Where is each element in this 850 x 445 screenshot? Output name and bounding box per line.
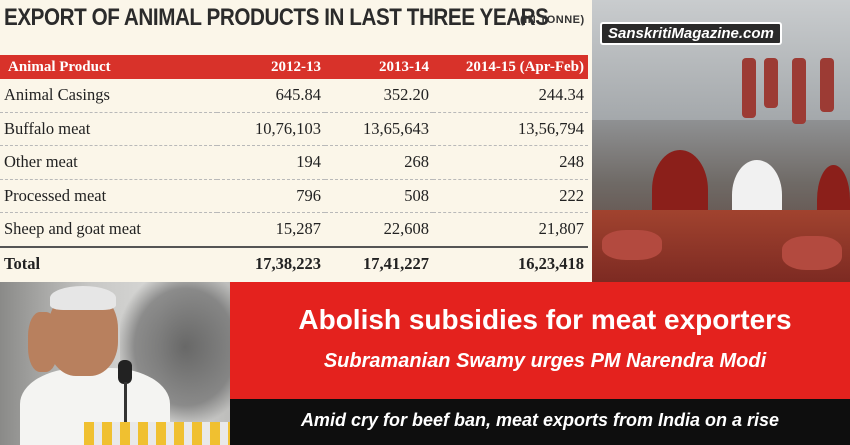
brand-logo: SanskritiMagazine.com — [600, 22, 782, 45]
photo-wall — [592, 0, 850, 120]
table-row: Animal Casings 645.84 352.20 244.34 — [0, 79, 588, 113]
table-cell: 194 — [217, 145, 325, 180]
table-cell: Animal Casings — [0, 79, 217, 113]
table-cell: Processed meat — [0, 179, 217, 213]
table-cell: 10,76,103 — [217, 112, 325, 146]
table-cell: Total — [0, 245, 217, 280]
column-header: 2014-15 (Apr-Feb) — [433, 55, 588, 79]
mic-stand — [124, 382, 127, 445]
table-unit: (IN TONNE) — [520, 14, 585, 26]
table-cell: 244.34 — [433, 79, 588, 113]
table-cell: 645.84 — [217, 79, 325, 113]
table-cell: 16,23,418 — [433, 245, 588, 280]
column-header: 2012-13 — [217, 55, 325, 79]
table-row: Other meat 194 268 248 — [0, 145, 588, 180]
table-cell: 22,608 — [325, 212, 433, 247]
table-cell: 13,65,643 — [325, 112, 433, 146]
speaker-hair — [50, 286, 116, 310]
export-table-panel: EXPORT OF ANIMAL PRODUCTS IN LAST THREE … — [0, 0, 592, 282]
table-row: Buffalo meat 10,76,103 13,65,643 13,56,7… — [0, 112, 588, 146]
table-cell: 222 — [433, 179, 588, 213]
table-title: EXPORT OF ANIMAL PRODUCTS IN LAST THREE … — [4, 4, 549, 31]
column-header: 2013-14 — [325, 55, 433, 79]
table-header-row: Animal Product 2012-13 2013-14 2014-15 (… — [0, 55, 588, 79]
meat-pile — [602, 230, 662, 260]
headline: Abolish subsidies for meat exporters — [298, 304, 792, 335]
table-cell: Sheep and goat meat — [0, 212, 217, 247]
flower-decoration — [84, 422, 230, 445]
table-cell: 17,41,227 — [325, 245, 433, 280]
table-row: Sheep and goat meat 15,287 22,608 21,807 — [0, 212, 588, 247]
table-cell: 352.20 — [325, 79, 433, 113]
table-cell: 248 — [433, 145, 588, 180]
table-cell: 17,38,223 — [217, 245, 325, 280]
meat-pile — [782, 236, 842, 270]
hanging-carcass — [764, 58, 778, 108]
table-cell: 508 — [325, 179, 433, 213]
subheadline: Subramanian Swamy urges PM Narendra Modi — [323, 350, 767, 372]
table-cell: Other meat — [0, 145, 217, 180]
headline-panel: Abolish subsidies for meat exporters Sub… — [230, 282, 850, 399]
microphone-icon — [118, 360, 132, 384]
tagline-panel: Amid cry for beef ban, meat exports from… — [230, 399, 850, 445]
table-cell: 796 — [217, 179, 325, 213]
meat-processing-photo — [592, 0, 850, 282]
table-cell: 21,807 — [433, 212, 588, 247]
column-header: Animal Product — [0, 55, 217, 79]
table-cell: 268 — [325, 145, 433, 180]
hanging-carcass — [820, 58, 834, 112]
hanging-carcass — [742, 58, 756, 118]
table-cell: 13,56,794 — [433, 112, 588, 146]
table-row: Processed meat 796 508 222 — [0, 179, 588, 213]
speaker-hand — [28, 312, 58, 372]
table-cell: 15,287 — [217, 212, 325, 247]
speaker-photo — [0, 282, 230, 445]
table-cell: Buffalo meat — [0, 112, 217, 146]
tagline: Amid cry for beef ban, meat exports from… — [300, 410, 780, 430]
hanging-carcass — [792, 58, 806, 124]
table-total-row: Total 17,38,223 17,41,227 16,23,418 — [0, 245, 588, 280]
export-table: Animal Product 2012-13 2013-14 2014-15 (… — [0, 55, 588, 280]
